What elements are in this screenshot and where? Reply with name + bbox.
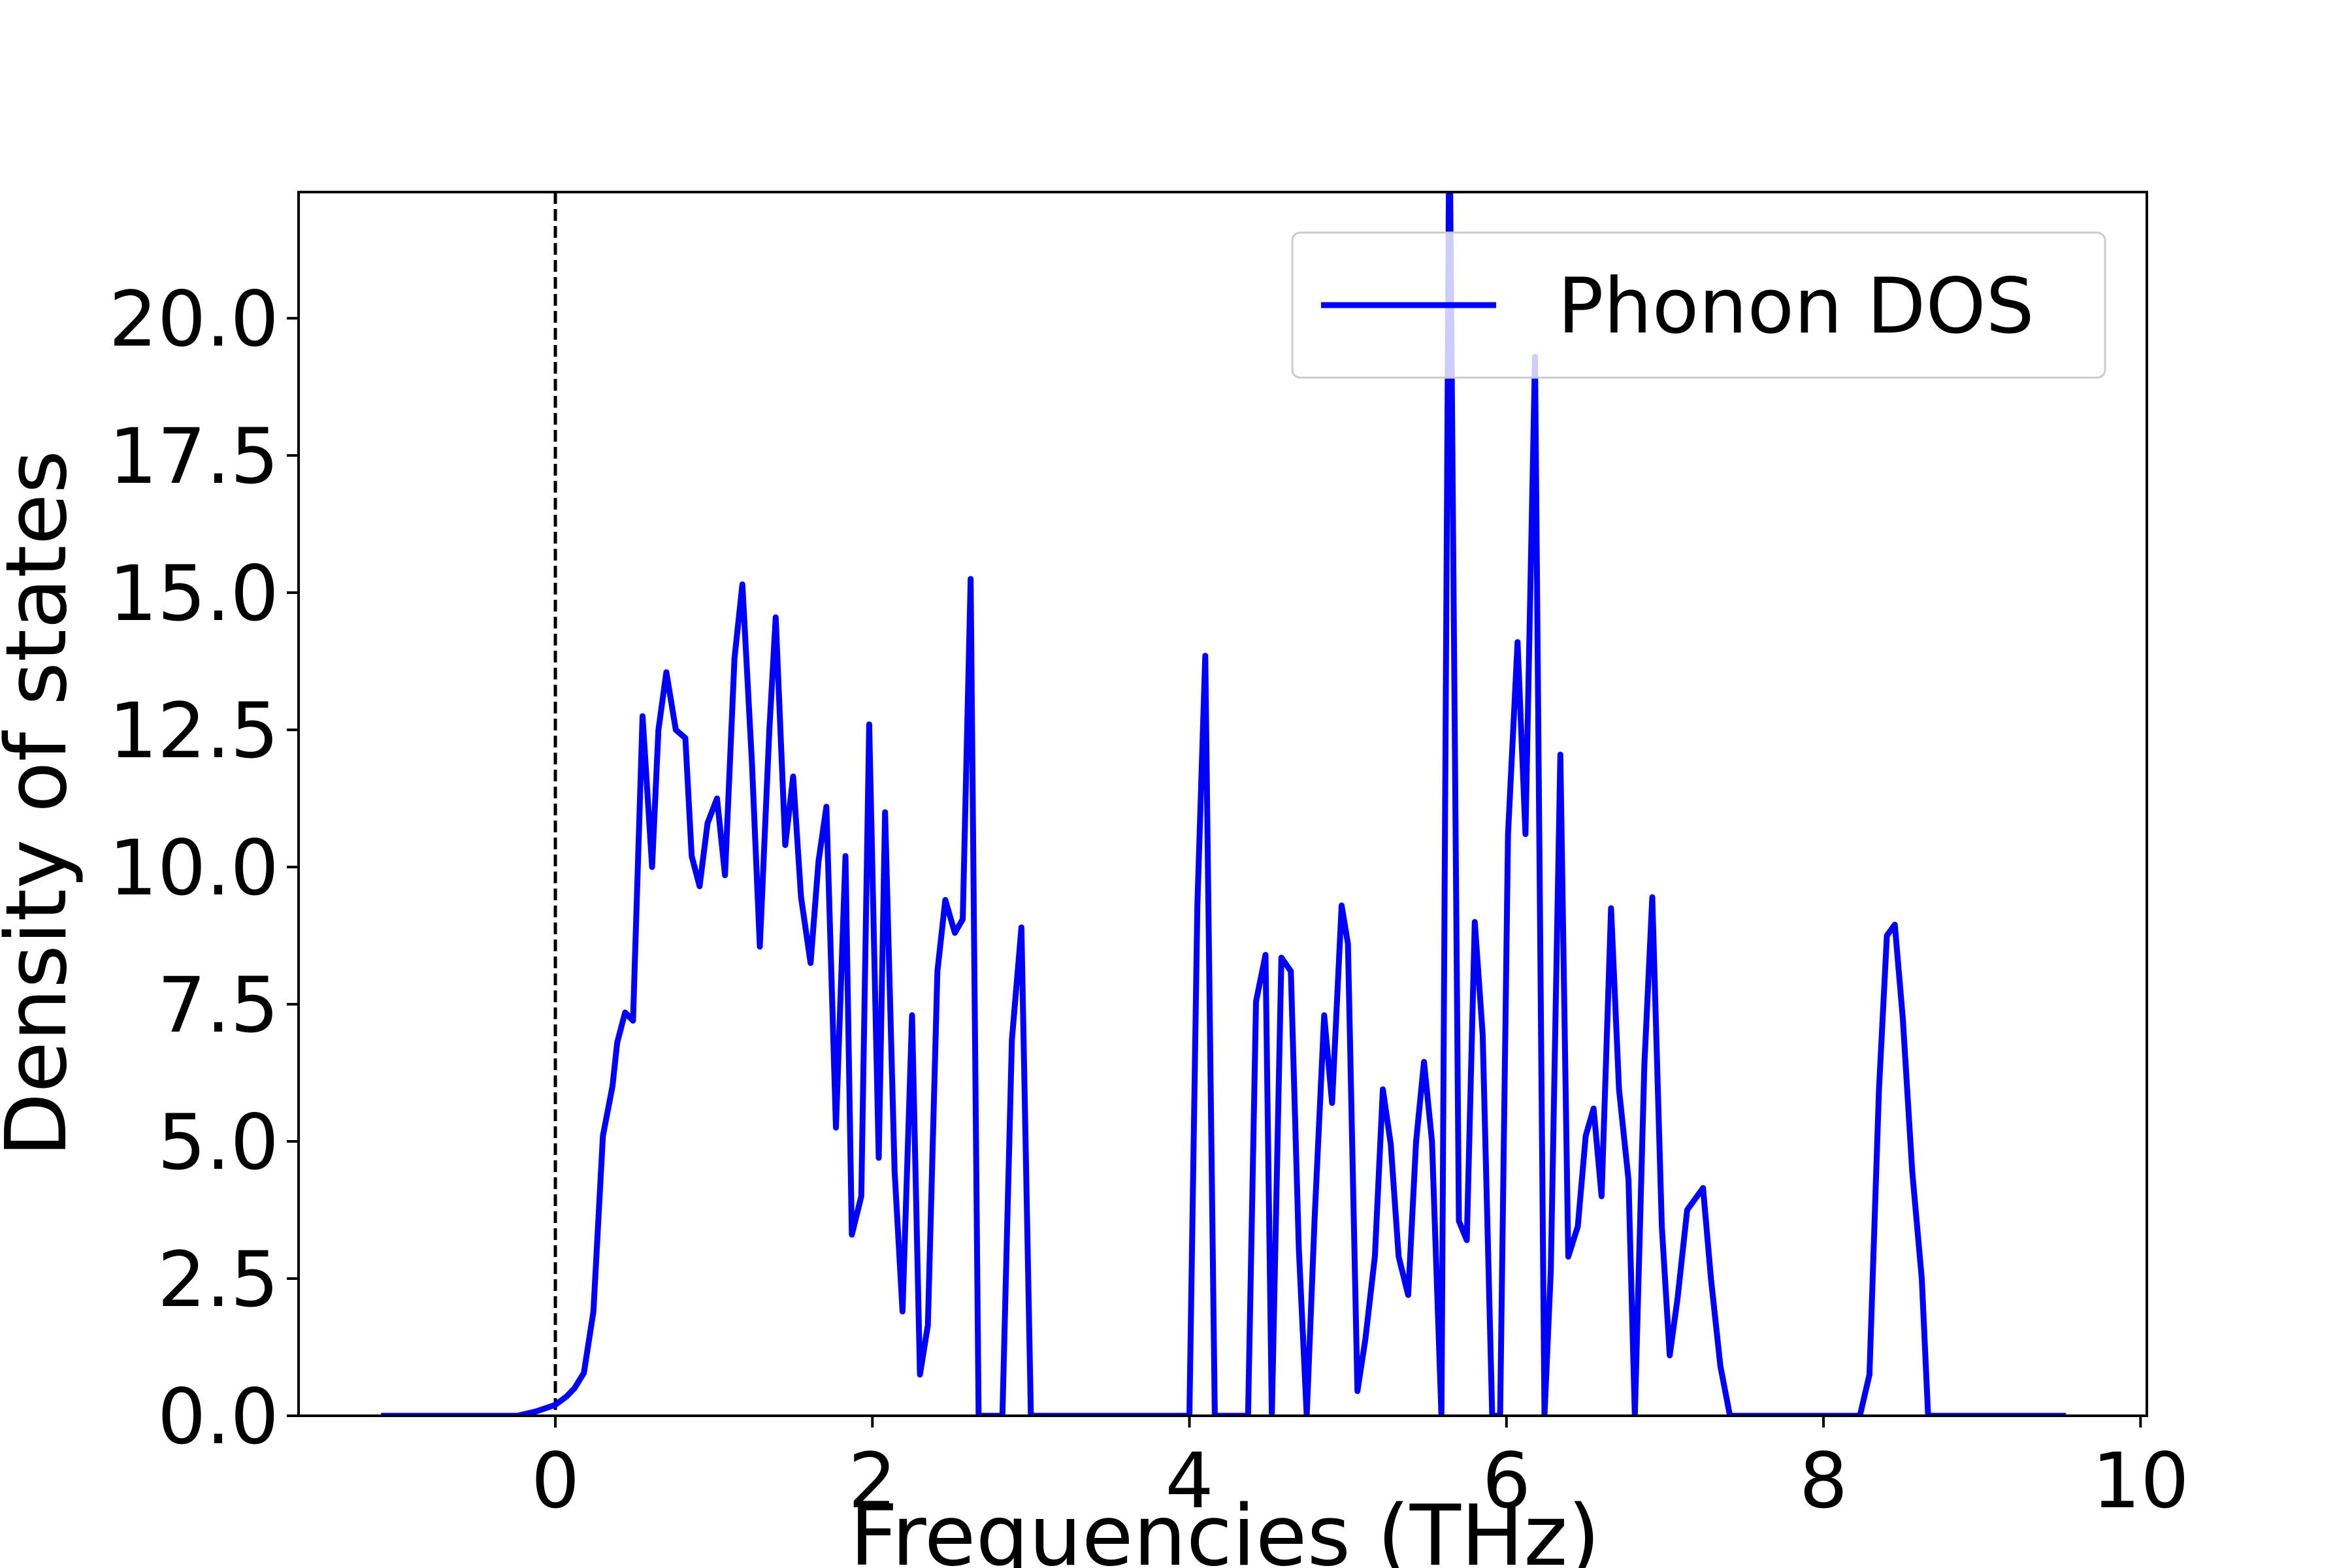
legend: Phonon DOS	[1291, 231, 2106, 379]
x-tick-label: 4	[1165, 1436, 1213, 1526]
x-tick-label: 6	[1482, 1436, 1531, 1526]
y-axis-label: Density of states	[0, 450, 86, 1157]
data-line	[381, 192, 2066, 1416]
y-tick-label: 2.5	[157, 1235, 279, 1324]
y-tick-label: 20.0	[108, 274, 279, 364]
x-tick-label: 10	[2092, 1436, 2189, 1526]
y-tick-label: 15.0	[108, 549, 279, 638]
y-tick-label: 0.0	[157, 1372, 279, 1462]
x-axis-label: Frequencies (THz)	[850, 1488, 1601, 1568]
y-tick-label: 12.5	[108, 686, 279, 776]
y-tick-label: 17.5	[108, 412, 279, 501]
y-tick-label: 5.0	[157, 1098, 279, 1187]
legend-box	[1291, 231, 2106, 379]
x-tick-label: 2	[848, 1436, 896, 1526]
axes-frame	[297, 191, 2148, 1417]
legend-label: Phonon DOS	[1558, 261, 2034, 351]
y-tick-label: 7.5	[157, 960, 279, 1050]
plot-area	[381, 192, 2066, 1416]
x-tick-label: 8	[1799, 1436, 1848, 1526]
x-tick-label: 0	[531, 1436, 580, 1526]
y-tick-label: 10.0	[108, 823, 279, 913]
